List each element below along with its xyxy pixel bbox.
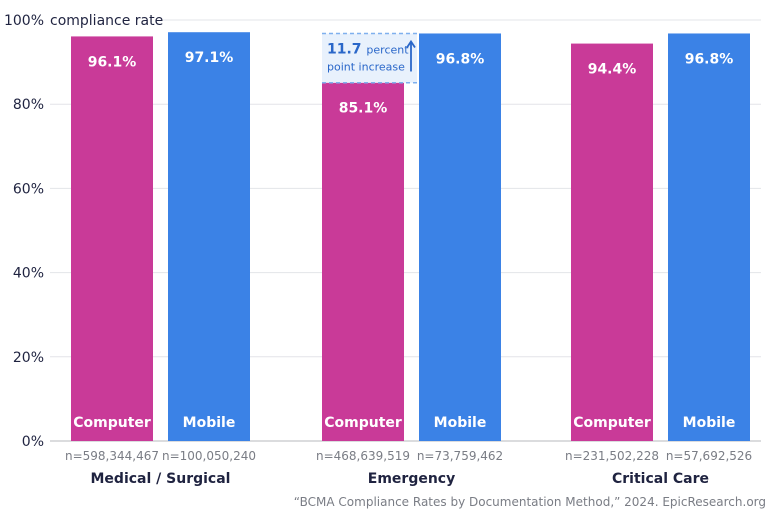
annotation-text: percent xyxy=(366,43,409,56)
value-label: 96.1% xyxy=(88,54,137,70)
y-tick-label: 0% xyxy=(22,434,44,450)
bar-computer xyxy=(322,82,404,441)
category-label: Medical / Surgical xyxy=(91,471,231,487)
bar-mobile xyxy=(168,32,250,442)
bars: 96.1% Computer 97.1% Mobile 85.1% Computer 96.… xyxy=(71,32,750,442)
value-label: 96.8% xyxy=(685,51,734,67)
series-label: Computer xyxy=(73,415,151,431)
increase-annotation: 11.7 percent point increase xyxy=(322,32,417,84)
category-label: Emergency xyxy=(368,471,455,487)
bar-mobile xyxy=(419,33,501,442)
y-axis: 0% 20% 40% 60% 80% 100% xyxy=(4,13,44,450)
sample-size-label: n=598,344,467 xyxy=(65,449,159,463)
sample-size-label: n=231,502,228 xyxy=(565,449,659,463)
bar-mobile xyxy=(668,33,750,442)
value-label: 94.4% xyxy=(588,62,637,78)
y-axis-label: compliance rate xyxy=(50,13,163,29)
series-label: Mobile xyxy=(683,415,736,431)
sample-size-label: n=57,692,526 xyxy=(666,449,752,463)
annotation-box xyxy=(322,33,417,83)
series-label: Computer xyxy=(573,415,651,431)
value-label: 97.1% xyxy=(185,50,234,66)
arrow-head-icon xyxy=(406,39,416,48)
annotation-line2: point increase xyxy=(327,60,405,73)
y-tick-label: 100% xyxy=(4,13,44,29)
annotation-value: 11.7 xyxy=(327,41,366,57)
source-note: “BCMA Compliance Rates by Documentation … xyxy=(294,495,766,509)
sample-size-label: n=73,759,462 xyxy=(417,449,503,463)
annotation-line1: 11.7 percent xyxy=(327,41,409,57)
series-label: Mobile xyxy=(434,415,487,431)
bar-computer xyxy=(571,43,653,442)
gridlines xyxy=(50,19,761,442)
series-label: Mobile xyxy=(183,415,236,431)
value-label: 96.8% xyxy=(436,51,485,67)
bar-computer xyxy=(71,36,153,441)
y-tick-label: 80% xyxy=(13,97,44,113)
sample-size-label: n=468,639,519 xyxy=(316,449,410,463)
x-axis: n=598,344,467 n=100,050,240 Medical / Surg… xyxy=(65,449,752,487)
value-label: 85.1% xyxy=(339,101,388,117)
series-label: Computer xyxy=(324,415,402,431)
y-tick-label: 60% xyxy=(13,181,44,197)
category-label: Critical Care xyxy=(612,471,709,487)
y-tick-label: 40% xyxy=(13,266,44,282)
sample-size-label: n=100,050,240 xyxy=(162,449,256,463)
y-tick-label: 20% xyxy=(13,350,44,366)
